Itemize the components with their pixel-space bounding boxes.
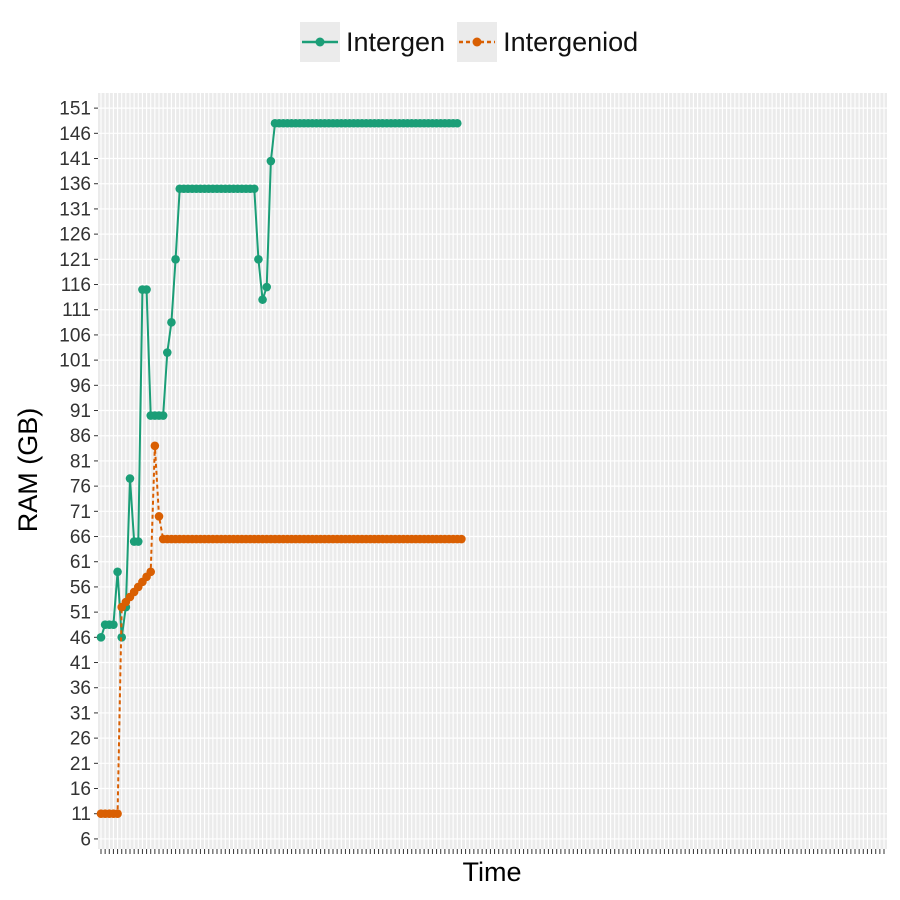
data-point [162,348,172,357]
x-axis-title: Time [463,857,522,887]
data-point [154,512,164,521]
grid [98,93,887,849]
data-point [457,534,466,544]
y-tick-label: 126 [59,225,91,246]
data-point [254,255,263,264]
legend-item-intergen: Intergen [300,22,445,62]
data-point [262,282,272,292]
y-tick-label: 21 [70,754,91,775]
data-point [113,809,122,819]
y-tick-label: 91 [70,401,91,422]
plot-panel [98,93,887,849]
data-point [167,318,176,327]
y-tick-label: 146 [59,124,91,145]
y-tick-label: 31 [70,703,91,724]
y-tick-label: 81 [70,451,91,472]
data-point [109,620,118,630]
y-tick-label: 26 [70,729,91,750]
data-point [150,441,160,451]
y-tick-label: 36 [70,678,91,699]
data-point [125,474,135,483]
legend-item-intergeniod: Intergeniod [457,22,638,62]
y-tick-label: 11 [71,804,91,825]
y-tick-label: 71 [70,502,91,523]
y-tick-label: 76 [70,477,91,498]
y-tick-label: 111 [62,300,91,321]
y-tick-label: 46 [70,628,91,649]
y-tick-label: 131 [59,199,91,220]
data-point [133,537,143,546]
y-tick-label: 116 [61,275,91,296]
y-tick-label: 56 [70,577,91,598]
y-tick-label: 141 [59,149,91,170]
legend-label-intergeniod: Intergeniod [503,26,639,57]
y-tick-label: 121 [59,250,91,271]
y-tick-label: 151 [59,99,91,120]
data-point [249,184,259,194]
data-point [142,285,151,294]
data-point [158,411,168,420]
y-tick-label: 136 [59,174,91,195]
data-point [258,295,267,304]
y-tick-label: 101 [59,351,91,372]
legend-key-intergen [300,22,340,62]
y-axis-title: RAM (GB) [13,408,43,533]
y-tick-label: 6 [80,829,91,850]
series-layer [96,118,466,819]
data-point [113,567,122,577]
axis-ticks: 6 11 16 21 26 31 36 41 46 51 56 61 66 71 76 81 86 91 96 101… [59,99,885,854]
y-tick-label: 66 [70,527,91,548]
y-tick-label: 41 [70,653,91,674]
data-point [266,156,276,166]
legend-label-intergen: Intergen [346,26,446,57]
data-point [452,118,462,128]
y-tick-label: 51 [70,603,91,624]
y-tick-label: 61 [70,552,91,573]
y-tick-label: 86 [70,426,91,447]
legend: Intergen Intergeniod [300,22,650,62]
y-tick-label: 96 [70,376,91,397]
data-point [171,255,180,264]
data-point [117,633,127,642]
series-line-intergeniod [101,445,462,815]
y-tick-label: 106 [59,325,91,346]
y-tick-label: 16 [70,779,91,800]
data-point [146,567,156,577]
legend-key-intergeniod [457,22,498,62]
data-point [96,633,106,642]
